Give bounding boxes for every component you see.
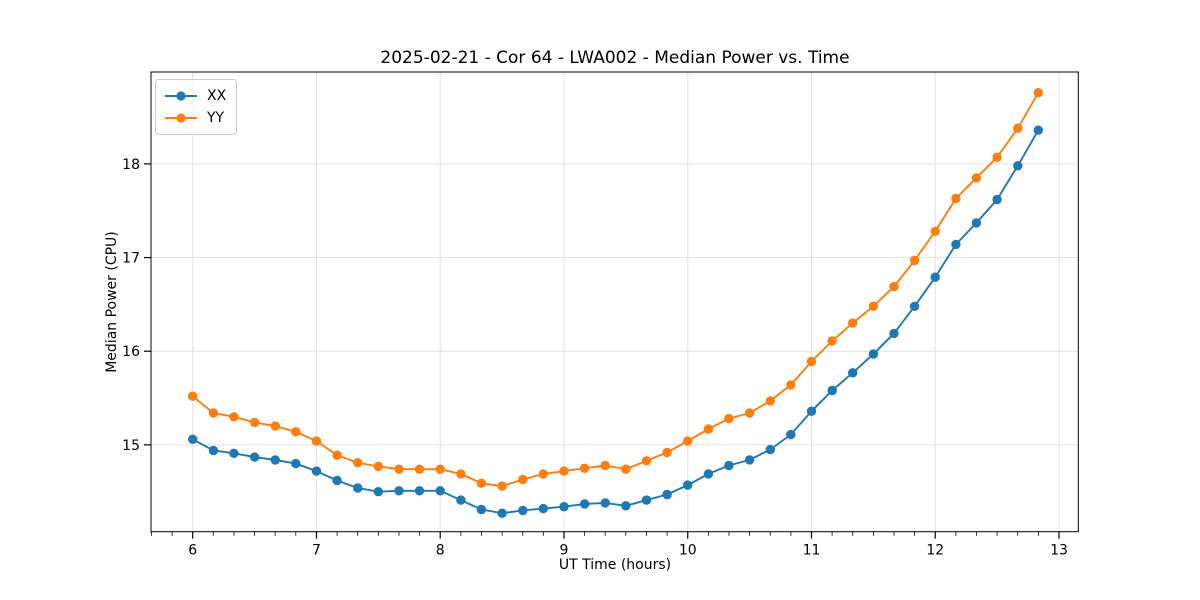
svg-text:7: 7 — [312, 543, 321, 559]
x-axis-label: UT Time (hours) — [558, 557, 672, 573]
svg-text:11: 11 — [803, 543, 821, 559]
svg-text:17: 17 — [122, 251, 140, 267]
legend-label-yy: YY — [207, 110, 225, 126]
svg-text:6: 6 — [188, 543, 197, 559]
legend-label-xx: XX — [207, 88, 227, 104]
legend-entry-yy: YY — [164, 107, 226, 129]
y-axis-ticks: 15 16 17 18 — [122, 157, 151, 454]
y-axis-label: Median Power (CPU) — [104, 231, 120, 373]
svg-text:13: 13 — [1050, 543, 1068, 559]
svg-text:15: 15 — [122, 438, 140, 454]
svg-text:10: 10 — [679, 543, 697, 559]
svg-text:16: 16 — [122, 344, 140, 360]
legend: XX YY — [155, 79, 238, 135]
svg-text:12: 12 — [926, 543, 944, 559]
legend-line-marker-icon — [165, 91, 197, 101]
series-yy — [188, 88, 1044, 491]
legend-line-marker-icon — [165, 113, 197, 123]
gridlines — [151, 72, 1079, 532]
svg-text:18: 18 — [122, 157, 140, 173]
axes-spines — [150, 71, 1079, 533]
series-xx — [188, 125, 1044, 518]
x-axis-ticks: 6 7 8 9 10 11 12 13 — [151, 531, 1068, 559]
legend-entry-xx: XX — [164, 85, 226, 107]
svg-text:8: 8 — [436, 543, 445, 559]
chart-title: 2025-02-21 - Cor 64 - LWA002 - Median Po… — [380, 48, 850, 68]
svg-text:9: 9 — [560, 543, 569, 559]
